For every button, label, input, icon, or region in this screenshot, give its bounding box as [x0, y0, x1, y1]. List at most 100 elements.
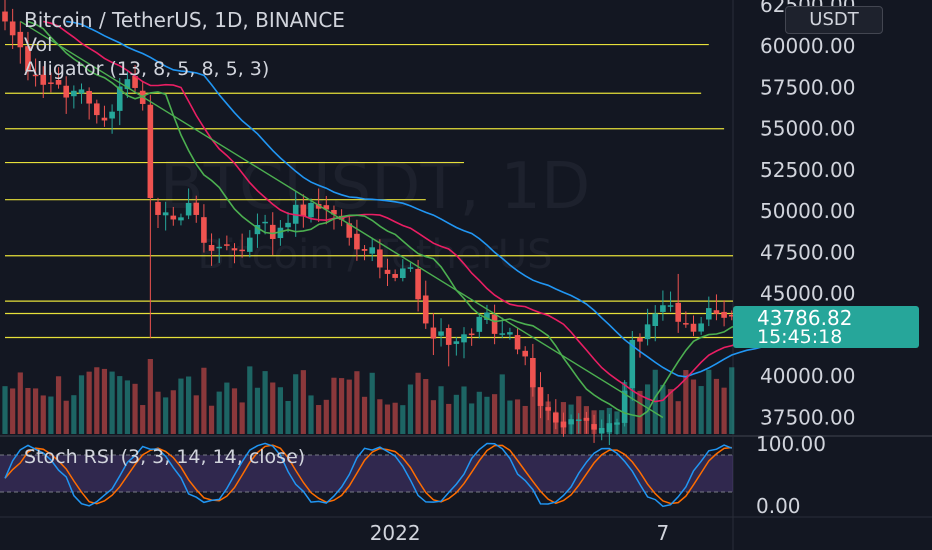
volume-bar	[17, 372, 23, 434]
volume-bar	[216, 391, 222, 434]
volume-bar	[2, 386, 8, 434]
price-axis[interactable]: 62500.0060000.0057500.0055000.0052500.00…	[760, 0, 855, 429]
volume-bar	[645, 384, 651, 434]
price-tick-label: 45000.00	[760, 282, 855, 306]
candle-body	[55, 80, 62, 85]
volume-bar	[224, 382, 230, 434]
candle-body	[124, 79, 131, 90]
volume-bar	[675, 401, 681, 434]
stoch-upper-tick: 100.00	[756, 432, 826, 456]
volume-bar	[124, 380, 130, 434]
volume-bar	[537, 403, 544, 434]
trend-line	[19, 20, 664, 419]
candle-body	[491, 314, 498, 334]
candle-body	[537, 387, 544, 406]
volume-bar	[667, 389, 674, 434]
stoch-rsi-label[interactable]: Stoch RSI (3, 3, 14, 14, close)	[24, 446, 306, 468]
volume-bar	[377, 399, 383, 434]
candle-body	[323, 205, 330, 210]
candle-body	[170, 215, 177, 220]
volume-bar	[55, 376, 62, 434]
last-price-badge: 43786.82 15:45:18	[733, 306, 919, 348]
candle-body	[499, 333, 506, 335]
alligator-indicator-label[interactable]: Alligator (13, 8, 5, 8, 5, 3)	[24, 58, 270, 80]
volume-bar	[316, 405, 322, 434]
volume-bar	[231, 388, 238, 434]
alligator-teeth-line	[43, 20, 771, 403]
volume-bar	[293, 374, 299, 434]
candle-body	[300, 204, 307, 217]
candle-body	[185, 202, 192, 216]
volume-bar	[415, 372, 421, 434]
volume-bar	[300, 370, 306, 434]
time-tick-label: 2022	[370, 521, 421, 545]
price-tick-label: 55000.00	[760, 117, 855, 141]
candle-body	[231, 248, 238, 251]
candle-body	[377, 249, 383, 268]
candle-body	[522, 350, 528, 357]
stoch-k-line	[4, 442, 733, 508]
candle-body	[78, 89, 85, 94]
candle-body	[392, 274, 398, 278]
candle-body	[193, 202, 200, 215]
volume-bar	[698, 386, 704, 434]
symbol-title[interactable]: Bitcoin / TetherUS, 1D, BINANCE	[24, 8, 345, 32]
volume-bar	[254, 387, 261, 434]
volume-bar	[331, 377, 337, 434]
candle-body	[162, 212, 169, 216]
candle-body	[721, 311, 727, 318]
volume-bar	[438, 386, 444, 434]
volume-bar	[86, 371, 92, 434]
candle-body	[698, 323, 704, 332]
volume-bars	[2, 359, 735, 434]
candle-body	[116, 86, 123, 111]
candle-body	[530, 357, 536, 388]
volume-bar	[117, 376, 123, 434]
candle-body	[178, 217, 184, 221]
volume-bar	[683, 370, 689, 434]
watermark-ticker: BTCUSDT, 1D	[160, 150, 590, 224]
stoch-rsi-pane[interactable]	[0, 442, 733, 508]
volume-bar	[339, 378, 345, 434]
last-price: 43786.82	[757, 306, 853, 330]
candle-body	[690, 323, 697, 332]
candle-body	[262, 221, 268, 224]
volume-bar	[201, 367, 207, 434]
volume-bar	[484, 396, 490, 434]
currency-button[interactable]: USDT	[785, 6, 883, 34]
volume-bar	[270, 382, 276, 434]
volume-bar	[323, 399, 329, 434]
volume-bar	[461, 386, 467, 434]
candle-body	[553, 412, 559, 423]
candle-body	[308, 202, 314, 218]
candle-body	[254, 225, 261, 235]
candle-body	[575, 419, 582, 421]
candle-body	[155, 201, 161, 215]
vol-indicator-label[interactable]: Vol	[24, 34, 53, 56]
time-axis[interactable]: 2022 7	[370, 521, 670, 545]
volume-bar	[729, 367, 735, 434]
volume-bar	[400, 405, 406, 434]
candle-body	[331, 209, 337, 215]
candle-body	[361, 249, 368, 251]
candle-body	[400, 268, 406, 279]
volume-bar	[660, 384, 666, 434]
volume-bar	[193, 395, 199, 434]
candle-body	[422, 295, 429, 324]
candle-body	[484, 312, 490, 320]
candle-body	[606, 423, 613, 433]
volume-bar	[40, 395, 46, 434]
candle-body	[415, 268, 421, 300]
volume-bar	[170, 390, 176, 434]
stoch-band	[0, 455, 733, 492]
candle-body	[147, 104, 154, 199]
candle-body	[652, 313, 659, 327]
volume-bar	[369, 372, 375, 434]
candle-body	[667, 305, 674, 307]
volume-bar	[446, 403, 452, 434]
volume-bar	[163, 397, 169, 434]
candle-body	[407, 267, 414, 269]
candle-body	[637, 337, 643, 342]
